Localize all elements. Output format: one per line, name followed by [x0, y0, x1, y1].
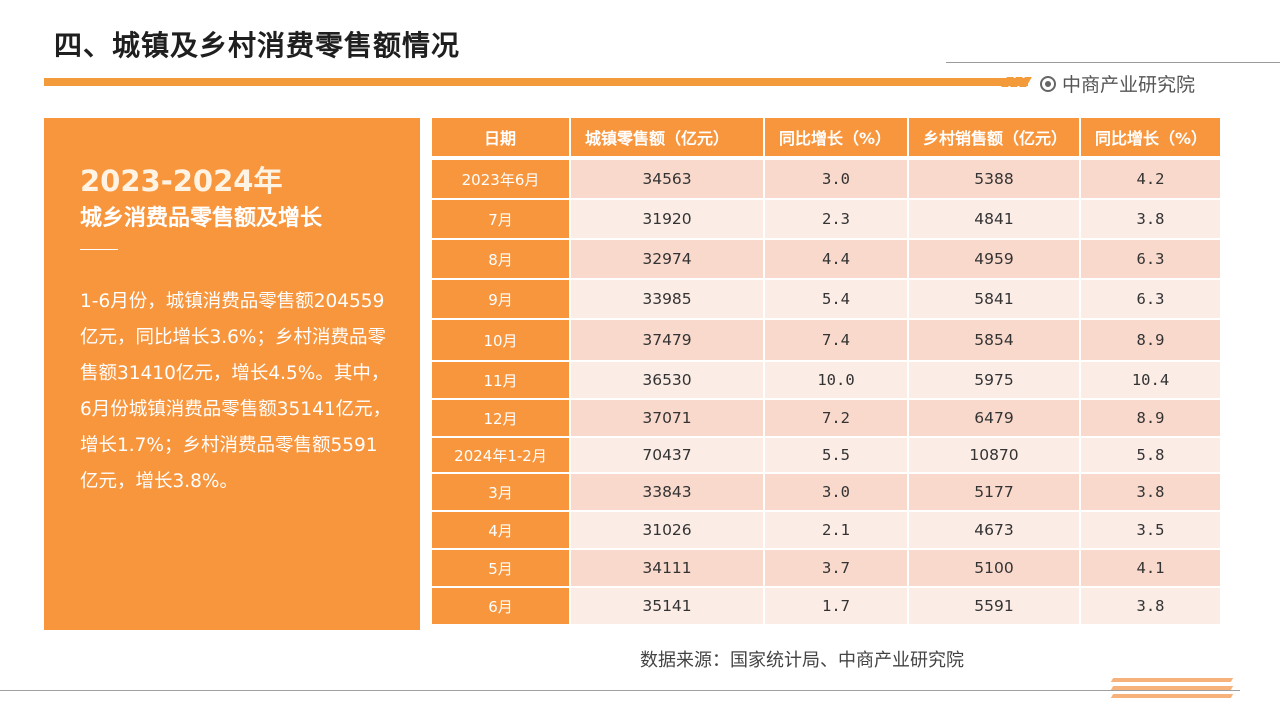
cell-rural-growth: 10.4	[1081, 362, 1222, 400]
summary-panel: 2023-2024年 城乡消费品零售额及增长 1-6月份，城镇消费品零售额204…	[44, 118, 420, 630]
cell-rural-sales: 4673	[909, 512, 1081, 550]
panel-divider	[80, 249, 118, 250]
cell-rural-growth: 6.3	[1081, 240, 1222, 280]
cell-rural-growth: 4.1	[1081, 550, 1222, 588]
cell-urban-growth: 2.3	[765, 200, 909, 240]
table-row: 4月 31026 2.1 4673 3.5	[432, 512, 1222, 550]
header-stripes	[1001, 77, 1032, 87]
table-row: 2023年6月 34563 3.0 5388 4.2	[432, 160, 1222, 200]
cell-rural-growth: 3.8	[1081, 474, 1222, 512]
cell-urban-growth: 5.5	[765, 438, 909, 474]
cell-rural-sales: 4841	[909, 200, 1081, 240]
cell-urban-sales: 34111	[571, 550, 765, 588]
cell-date: 11月	[432, 362, 571, 400]
table-row: 7月 31920 2.3 4841 3.8	[432, 200, 1222, 240]
cell-date: 9月	[432, 280, 571, 320]
cell-urban-growth: 3.0	[765, 474, 909, 512]
cell-date: 3月	[432, 474, 571, 512]
brand-name: 中商产业研究院	[1062, 74, 1196, 96]
brand-circle-icon	[1040, 75, 1056, 92]
header-rural-sales: 乡村销售额（亿元）	[909, 118, 1081, 160]
header-divider	[946, 62, 1280, 63]
title-underline	[44, 78, 1028, 86]
table-row: 3月 33843 3.0 5177 3.8	[432, 474, 1222, 512]
table-row: 2024年1-2月 70437 5.5 10870 5.8	[432, 438, 1222, 474]
cell-date: 2023年6月	[432, 160, 571, 200]
cell-rural-sales: 5100	[909, 550, 1081, 588]
page-title: 四、城镇及乡村消费零售额情况	[54, 29, 461, 62]
cell-date: 10月	[432, 320, 571, 362]
cell-urban-sales: 31920	[571, 200, 765, 240]
cell-urban-growth: 3.7	[765, 550, 909, 588]
table-row: 8月 32974 4.4 4959 6.3	[432, 240, 1222, 280]
header-urban-growth: 同比增长（%）	[765, 118, 909, 160]
cell-rural-growth: 3.8	[1081, 200, 1222, 240]
cell-rural-sales: 5388	[909, 160, 1081, 200]
table-row: 11月 36530 10.0 5975 10.4	[432, 362, 1222, 400]
cell-rural-growth: 6.3	[1081, 280, 1222, 320]
cell-rural-sales: 5841	[909, 280, 1081, 320]
cell-rural-sales: 5975	[909, 362, 1081, 400]
cell-rural-growth: 4.2	[1081, 160, 1222, 200]
cell-urban-growth: 3.0	[765, 160, 909, 200]
cell-urban-sales: 70437	[571, 438, 765, 474]
cell-urban-sales: 36530	[571, 362, 765, 400]
cell-rural-sales: 5177	[909, 474, 1081, 512]
cell-urban-sales: 33843	[571, 474, 765, 512]
cell-urban-sales: 33985	[571, 280, 765, 320]
retail-sales-table: 日期 城镇零售额（亿元） 同比增长（%） 乡村销售额（亿元） 同比增长（%） 2…	[432, 118, 1222, 626]
table-row: 10月 37479 7.4 5854 8.9	[432, 320, 1222, 362]
cell-rural-growth: 3.8	[1081, 588, 1222, 626]
cell-urban-growth: 7.4	[765, 320, 909, 362]
cell-urban-growth: 7.2	[765, 400, 909, 438]
cell-urban-sales: 35141	[571, 588, 765, 626]
data-source-note: 数据来源：国家统计局、中商产业研究院	[640, 650, 964, 671]
cell-urban-growth: 2.1	[765, 512, 909, 550]
cell-rural-sales: 5854	[909, 320, 1081, 362]
header-date: 日期	[432, 118, 571, 160]
footer-stripes	[1110, 676, 1234, 704]
cell-rural-sales: 10870	[909, 438, 1081, 474]
cell-urban-sales: 37479	[571, 320, 765, 362]
cell-date: 5月	[432, 550, 571, 588]
cell-date: 2024年1-2月	[432, 438, 571, 474]
cell-date: 4月	[432, 512, 571, 550]
cell-date: 8月	[432, 240, 571, 280]
cell-rural-sales: 5591	[909, 588, 1081, 626]
cell-date: 6月	[432, 588, 571, 626]
table-row: 6月 35141 1.7 5591 3.8	[432, 588, 1222, 626]
cell-date: 7月	[432, 200, 571, 240]
table-row: 5月 34111 3.7 5100 4.1	[432, 550, 1222, 588]
table-row: 12月 37071 7.2 6479 8.9	[432, 400, 1222, 438]
cell-urban-sales: 34563	[571, 160, 765, 200]
brand-logo: 中商产业研究院	[1040, 70, 1195, 97]
table-header-row: 日期 城镇零售额（亿元） 同比增长（%） 乡村销售额（亿元） 同比增长（%）	[432, 118, 1222, 160]
header-rural-growth: 同比增长（%）	[1081, 118, 1222, 160]
cell-rural-growth: 8.9	[1081, 320, 1222, 362]
cell-urban-sales: 31026	[571, 512, 765, 550]
panel-title-sub: 城乡消费品零售额及增长	[80, 206, 323, 231]
cell-rural-growth: 8.9	[1081, 400, 1222, 438]
footer-divider	[0, 690, 1240, 691]
cell-rural-sales: 4959	[909, 240, 1081, 280]
panel-body-text: 1-6月份，城镇消费品零售额204559亿元，同比增长3.6%；乡村消费品零售额…	[80, 291, 392, 492]
cell-date: 12月	[432, 400, 571, 438]
cell-urban-growth: 5.4	[765, 280, 909, 320]
cell-urban-growth: 1.7	[765, 588, 909, 626]
cell-urban-sales: 37071	[571, 400, 765, 438]
table-row: 9月 33985 5.4 5841 6.3	[432, 280, 1222, 320]
panel-title-year: 2023-2024年	[80, 164, 283, 198]
cell-urban-sales: 32974	[571, 240, 765, 280]
header-urban-sales: 城镇零售额（亿元）	[571, 118, 765, 160]
cell-urban-growth: 4.4	[765, 240, 909, 280]
cell-rural-growth: 3.5	[1081, 512, 1222, 550]
cell-urban-growth: 10.0	[765, 362, 909, 400]
cell-rural-growth: 5.8	[1081, 438, 1222, 474]
cell-rural-sales: 6479	[909, 400, 1081, 438]
